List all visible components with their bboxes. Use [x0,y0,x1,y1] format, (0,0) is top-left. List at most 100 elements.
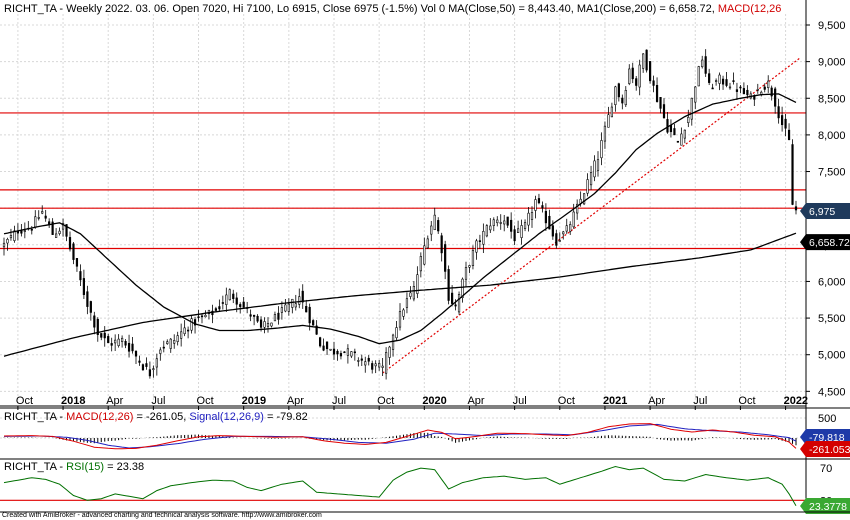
candle-body [360,358,363,361]
candle-body [746,89,749,96]
close-price-tag: 6,975 [809,206,835,218]
candle-body [34,216,37,228]
macd-value-tag-bg [800,441,850,457]
candle-body [617,83,620,98]
rsi-panel: 7030 [0,458,850,507]
candle-body [621,97,624,104]
candle-body [148,369,151,377]
candle-body [697,66,700,87]
candle-body [277,312,280,320]
macd-header-signal-label: Signal(12,26,9) [189,411,264,423]
candle-body [44,215,47,219]
x-tick-label: Apr [287,395,304,407]
candle-body [718,74,721,84]
candle-body [364,361,367,366]
x-tick-label: Jul [513,395,527,407]
x-tick-label: Oct [377,395,394,407]
candle-body [475,240,478,253]
candle-body [541,205,544,209]
candle-body [204,314,207,318]
candle-body [586,179,589,194]
candle-body [391,334,395,350]
candle-body [426,238,429,249]
candle-body [280,307,283,313]
candle-body [332,348,336,355]
candle-body [600,140,603,159]
x-tick-label: Oct [16,395,33,407]
candle-body [555,233,558,246]
candle-body [239,304,242,307]
candle-body [537,198,541,204]
candle-body [794,206,798,211]
candle-body [572,211,575,228]
candle-body [454,304,457,307]
candle-body [728,86,732,89]
candle-body [218,306,221,310]
rsi-header-value: = 23.38 [104,461,144,473]
candle-body [385,352,388,374]
close-price-tag-bg [800,203,850,219]
rsi-header-label: RSI(15) [66,461,104,473]
candle-body [127,342,131,352]
candle-body [346,348,349,356]
candle-body [610,106,613,118]
price-header-info: - Weekly 2022. 03. 06. Open 7020, Hi 710… [56,3,448,15]
candle-body [635,78,638,86]
candle-body [228,289,231,301]
candle-body [607,114,610,128]
price-y-tick-label: 5,000 [818,350,846,362]
candle-body [492,219,495,226]
candle-body [235,297,238,305]
candle-body [155,358,158,368]
candle-body [169,338,172,349]
candle-body [530,212,534,220]
price-y-tick-label: 8,500 [818,93,846,105]
candle-body [86,291,89,307]
candle-body [405,298,409,308]
candle-body [221,302,224,304]
macd-panel-header: RICHT_TA - MACD(12,26) = -261.05, Signal… [4,411,308,423]
candle-body [732,80,735,82]
candle-body [350,351,353,357]
candle-body [37,217,40,219]
candle-body [701,59,704,68]
rsi-value-tag: 23.3778 [809,501,847,513]
candle-body [308,306,311,324]
candle-body [551,225,554,237]
candle-body [676,140,679,143]
candle-body [294,303,297,308]
candle-body [478,240,481,242]
candle-body [162,346,165,349]
candle-body [305,305,308,313]
signal-line [4,423,797,449]
x-tick-label: Apr [648,395,665,407]
candle-body [339,353,343,357]
candle-body [367,357,370,362]
x-tick-label: Oct [738,395,755,407]
candle-body [30,228,33,231]
candle-body [253,314,256,317]
ma200-price-tag-bg [800,234,850,251]
candle-body [489,225,492,231]
candle-body [659,97,662,109]
candle-body [735,89,739,92]
ma200-price-tag: 6,658.72 [809,237,850,249]
candle-body [79,271,82,281]
x-tick-label: 2018 [61,395,85,407]
candle-body [781,115,784,126]
candle-body [739,86,742,89]
macd-header-dash: - [56,411,66,423]
candle-body [41,211,44,214]
candle-body [301,290,304,303]
candle-body [75,258,79,267]
candle-body [457,294,461,313]
candle-body [523,222,527,229]
price-header-ma50: MA(Close,50) = 8,443.40, [448,3,577,15]
candle-body [419,256,422,272]
candle-body [273,314,277,322]
candle-body [683,129,686,139]
candle-body [395,327,398,339]
candle-body [55,233,58,238]
candle-body [315,325,318,335]
